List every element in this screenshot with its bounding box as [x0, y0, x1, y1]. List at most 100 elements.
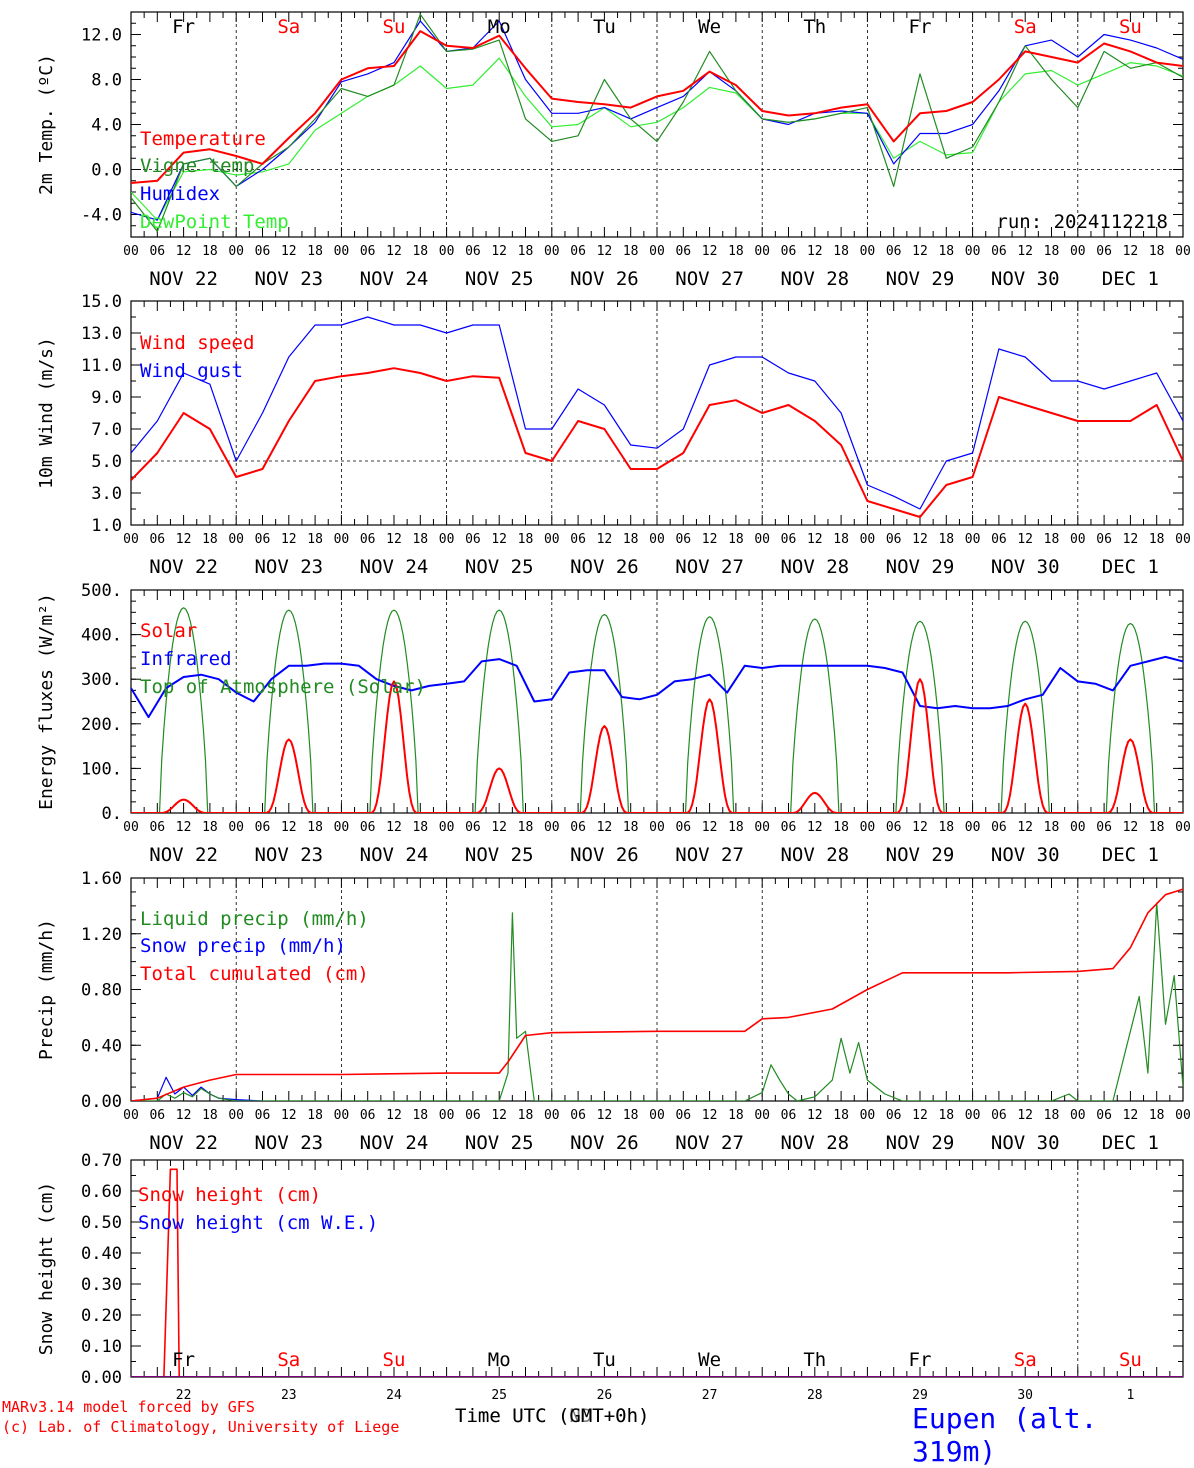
- series-temperature: [131, 30, 1183, 184]
- hour-tick-label: 18: [833, 820, 849, 835]
- hour-tick-label: 06: [465, 1108, 481, 1123]
- hour-tick-label: 00: [1070, 1108, 1086, 1123]
- day-name-label: Tu: [593, 16, 616, 38]
- plot-area: [131, 316, 1183, 518]
- hour-tick-label: 00: [123, 1108, 139, 1123]
- date-label: NOV 24: [360, 1132, 429, 1154]
- legend-entry: Snow height (cm): [138, 1184, 321, 1206]
- hour-tick-label: 18: [938, 820, 954, 835]
- hour-tick-label: 12: [1017, 1108, 1033, 1123]
- hour-tick-label: 12: [702, 532, 718, 547]
- hour-tick-label: 06: [781, 244, 797, 259]
- hour-tick-label: 18: [623, 1108, 639, 1123]
- series-wind-speed: [131, 367, 1183, 518]
- y-tick-label: 1.0: [91, 516, 122, 536]
- day-name-label: Su: [383, 16, 406, 38]
- hour-tick-label: 18: [307, 820, 323, 835]
- date-label: NOV 24: [360, 268, 429, 290]
- hour-tick-label: 06: [149, 1108, 165, 1123]
- date-label: NOV 30: [991, 556, 1060, 578]
- day-name-label: Mo: [488, 16, 511, 38]
- date-label: NOV 25: [465, 556, 534, 578]
- hour-tick-label: 06: [1096, 532, 1112, 547]
- hour-tick-label: 06: [886, 244, 902, 259]
- y-axis-label: Precip (mm/h): [36, 919, 57, 1060]
- date-label: NOV 22: [149, 1132, 218, 1154]
- y-tick-label: 12.0: [81, 26, 122, 46]
- hour-tick-label: 12: [702, 244, 718, 259]
- date-label: NOV 26: [570, 1132, 639, 1154]
- date-label: NOV 30: [991, 1132, 1060, 1154]
- hour-tick-label: 12: [491, 244, 507, 259]
- day-number-label: 23: [281, 1388, 297, 1403]
- hour-tick-label: 12: [702, 1108, 718, 1123]
- y-tick-label: 200.: [81, 715, 122, 735]
- hour-tick-label: 18: [1149, 820, 1165, 835]
- series-humidex: [131, 20, 1183, 221]
- hour-tick-label: 00: [439, 532, 455, 547]
- date-label: NOV 27: [675, 556, 744, 578]
- hour-tick-label: 00: [1070, 532, 1086, 547]
- hour-tick-label: 06: [781, 532, 797, 547]
- hour-tick-label: 12: [597, 1108, 613, 1123]
- y-tick-label: 11.0: [81, 356, 122, 376]
- hour-tick-label: 12: [386, 1108, 402, 1123]
- hour-tick-label: 00: [860, 244, 876, 259]
- legend-entry: Infrared: [140, 648, 232, 670]
- y-tick-label: 400.: [81, 626, 122, 646]
- hour-tick-label: 00: [123, 244, 139, 259]
- y-axis-label: Snow height (cm): [36, 1182, 57, 1355]
- y-tick-label: 7.0: [91, 420, 122, 440]
- plot-area: [131, 607, 1183, 813]
- legend-entry: Vigne temp: [140, 155, 254, 177]
- hour-tick-label: 18: [307, 532, 323, 547]
- legend-entry: Snow height (cm W.E.): [138, 1212, 378, 1234]
- series-vigne-temp: [131, 13, 1183, 232]
- hour-tick-label: 12: [807, 1108, 823, 1123]
- hour-tick-label: 00: [544, 244, 560, 259]
- series-wind-gust: [131, 316, 1183, 510]
- plot-area: [131, 13, 1183, 232]
- hour-tick-label: 00: [439, 244, 455, 259]
- date-label: NOV 28: [780, 1132, 849, 1154]
- hour-tick-label: 18: [518, 820, 534, 835]
- hour-tick-label: 06: [1096, 244, 1112, 259]
- y-tick-label: 13.0: [81, 324, 122, 344]
- hour-tick-label: 18: [202, 820, 218, 835]
- y-tick-label: 1.20: [81, 925, 122, 945]
- day-name-label: Tu: [593, 1349, 616, 1371]
- date-label: NOV 28: [780, 556, 849, 578]
- hour-tick-label: 18: [1044, 1108, 1060, 1123]
- hour-tick-label: 12: [807, 244, 823, 259]
- hour-tick-label: 12: [1123, 820, 1139, 835]
- hour-tick-label: 00: [228, 820, 244, 835]
- hour-tick-label: 06: [1096, 820, 1112, 835]
- date-label: DEC 1: [1102, 268, 1159, 290]
- hour-tick-label: 00: [649, 532, 665, 547]
- hour-tick-label: 12: [702, 820, 718, 835]
- y-tick-label: 500.: [81, 581, 122, 601]
- hour-tick-label: 06: [149, 820, 165, 835]
- hour-tick-label: 06: [886, 820, 902, 835]
- hour-tick-label: 12: [912, 820, 928, 835]
- y-tick-label: 0.00: [81, 1092, 122, 1112]
- day-number-label: 30: [1017, 1388, 1033, 1403]
- hour-tick-label: 12: [491, 532, 507, 547]
- date-label: NOV 25: [465, 1132, 534, 1154]
- hour-tick-label: 18: [938, 244, 954, 259]
- hour-tick-label: 12: [597, 532, 613, 547]
- date-label: NOV 23: [254, 556, 323, 578]
- legend-entry: DewPoint Temp: [140, 211, 289, 233]
- day-number-label: 28: [807, 1388, 823, 1403]
- date-label: NOV 29: [886, 844, 955, 866]
- day-name-label: We: [698, 16, 721, 38]
- y-tick-label: 0.40: [81, 1244, 122, 1264]
- day-name-label: Sa: [1014, 16, 1037, 38]
- y-tick-label: 4.0: [91, 116, 122, 136]
- hour-tick-label: 06: [255, 1108, 271, 1123]
- panel-3: 500. 400. 300. 200. 100. 0. Energy fluxes (W/m…: [36, 581, 1191, 866]
- hour-tick-label: 18: [728, 1108, 744, 1123]
- hour-tick-label: 12: [491, 820, 507, 835]
- hour-tick-label: 18: [1149, 532, 1165, 547]
- hour-tick-label: 00: [965, 1108, 981, 1123]
